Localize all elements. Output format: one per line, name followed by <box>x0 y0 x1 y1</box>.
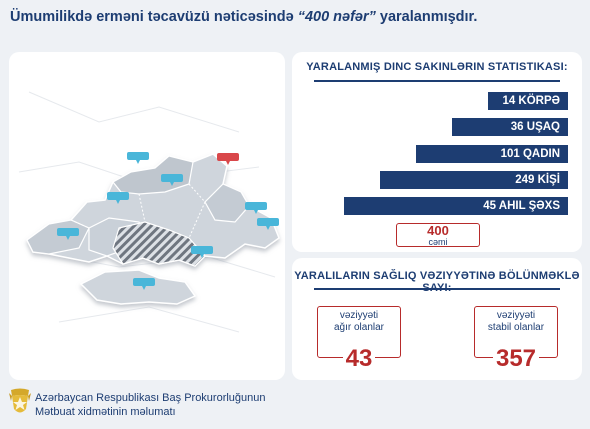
map-panel <box>9 52 285 380</box>
stable-status-box: vəziyyəti stabil olanlar 357 <box>474 306 558 372</box>
health-panel: Yaralıların sağlıq vəziyyətinə bölünməkl… <box>292 258 582 380</box>
total-value: 400 <box>427 223 449 238</box>
headline-suffix: yaralanmışdır. <box>375 9 478 25</box>
health-title: Yaralıların sağlıq vəziyyətinə bölünməkl… <box>294 270 580 294</box>
headline-prefix: Ümumilikdə erməni təcavüzü nəticəsində <box>10 9 298 25</box>
bar-qadin: 101 QADIN <box>416 145 568 163</box>
bar-körpə: 14 KÖRPƏ <box>488 92 568 110</box>
stable-label-line2: stabil olanlar <box>487 322 545 333</box>
region-map-icon <box>18 91 280 333</box>
footer-source: Azərbaycan Respublikası Baş Prokurorluğu… <box>35 391 266 419</box>
stable-value-wrap: 357 <box>475 345 557 372</box>
stable-label-line1: vəziyyəti <box>496 310 536 321</box>
severe-value: 43 <box>342 345 376 372</box>
total-label: cəmi <box>428 237 448 247</box>
bar-ahil-şəxs: 45 AHIL ŞƏXS <box>344 197 568 215</box>
severe-label-line2: ağır olanlar <box>333 322 385 333</box>
stats-title-rule <box>314 80 560 82</box>
bar-uşaq: 36 UŞAQ <box>452 118 568 136</box>
headline-highlight: “400 nəfər” <box>297 9 376 25</box>
stats-panel: Yaralanmış dinc sakinlərin statistikası:… <box>292 52 582 252</box>
severe-status-box: vəziyyəti ağır olanlar 43 <box>317 306 401 372</box>
injury-bar-chart: 14 KÖRPƏ 36 UŞAQ 101 QADIN 249 KİŞİ 45 AHIL … <box>292 52 582 252</box>
prosecutor-emblem-icon <box>8 387 32 422</box>
total-box: 400 cəmi <box>396 223 480 247</box>
footer-line1: Azərbaycan Respublikası Baş Prokurorluğu… <box>35 392 266 404</box>
headline: Ümumilikdə erməni təcavüzü nəticəsində “… <box>10 9 580 25</box>
severe-value-wrap: 43 <box>318 345 400 372</box>
bar-ki̇şi̇: 249 KİŞİ <box>380 171 568 189</box>
footer-line2: Mətbuat xidmətinin məlumatı <box>35 406 176 418</box>
stats-title: Yaralanmış dinc sakinlərin statistikası: <box>306 61 568 73</box>
severe-label-line1: vəziyyəti <box>339 310 379 321</box>
stable-value: 357 <box>492 345 540 372</box>
health-title-rule <box>314 288 560 290</box>
